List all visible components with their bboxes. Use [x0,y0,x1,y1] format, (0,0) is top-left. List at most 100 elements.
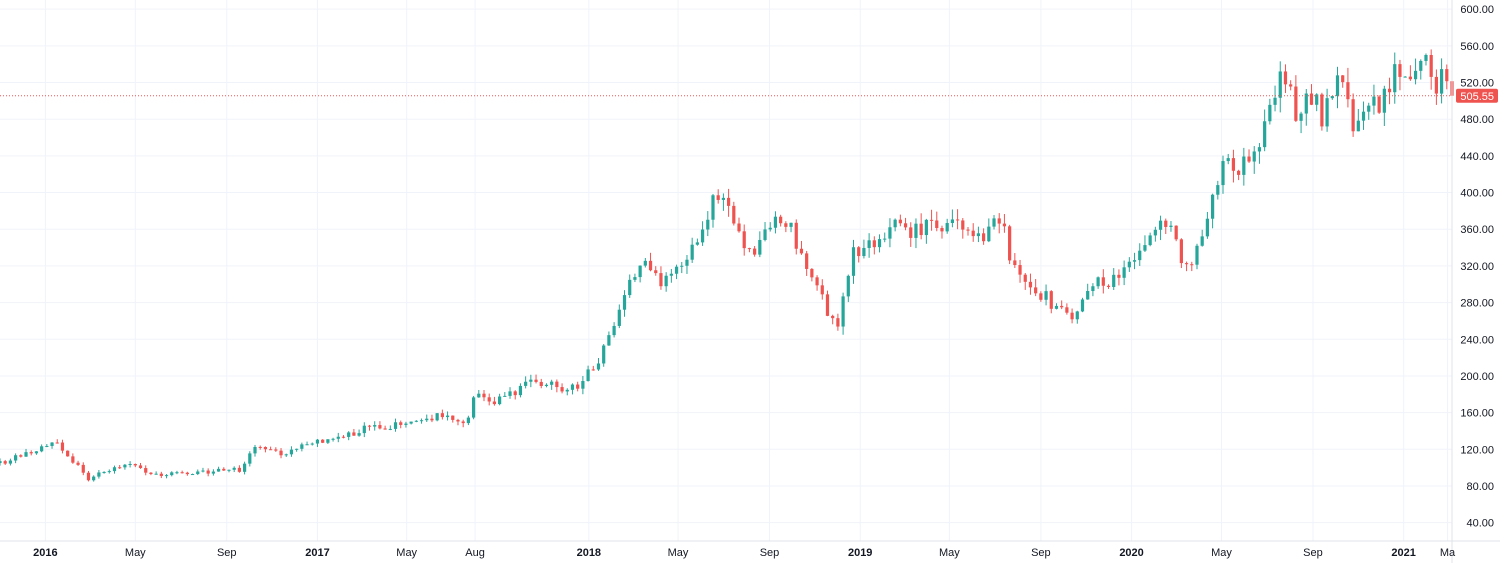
candle-body [825,294,830,316]
candle-body [347,432,351,437]
candle-body [326,439,330,443]
candle-body [1049,291,1053,309]
candle-body [950,219,954,224]
candle-body [794,222,798,249]
candle-body [747,248,752,250]
candle-body [1101,277,1105,286]
x-tick-label: 2017 [305,547,329,559]
candle-body [1096,277,1100,287]
x-tick-label: Aug [465,547,485,559]
candle-body [430,418,434,421]
candle-body [414,420,418,422]
candle-body [1195,245,1199,265]
candle-body [872,240,876,248]
candle-body [1263,121,1267,148]
x-tick-label: 2021 [1391,547,1415,559]
candle-body [279,450,283,456]
candle-body [555,381,559,388]
candle-body [1356,120,1360,132]
candle-body [513,391,517,396]
candle-body [310,443,314,445]
candle-body [242,463,247,472]
candle-body [862,247,866,257]
candle-body [1252,151,1256,162]
candle-body [544,384,549,386]
candle-body [258,446,262,448]
candle-body [1268,104,1272,122]
candle-body [929,219,934,221]
candle-body [383,428,387,430]
candle-body [331,438,335,440]
candle-body [726,197,731,206]
candle-body [1367,105,1371,112]
last-price-label: 505.55 [1460,91,1494,103]
candle-body [399,422,403,425]
candle-body [909,227,913,238]
candle-body [201,470,205,472]
x-tick-label: Sep [1031,547,1051,559]
candle-body [820,285,824,295]
candle-body [1294,86,1298,121]
candle-body [940,228,944,232]
candle-body [71,456,75,463]
candle-body [1216,185,1220,195]
y-tick-label: 160.00 [1460,408,1494,420]
candle-body [924,219,928,236]
candle-body [1382,88,1386,113]
candle-body [435,413,439,421]
candle-body [1002,223,1007,227]
candle-body [799,248,804,254]
x-tick-label: May [396,547,417,559]
candle-body [685,259,689,266]
candle-body [487,397,491,402]
candle-body [50,442,54,446]
candle-body [1179,239,1183,264]
candle-body [24,452,28,457]
candle-body [1330,96,1334,99]
candle-body [466,417,470,424]
x-tick-label: 2019 [848,547,872,559]
candle-body [1158,220,1163,230]
price-axis[interactable]: 40.00 80.00 120.00 160.00 200.00 240.00 280.00… [1460,4,1494,529]
candle-body [550,381,554,385]
candle-body [357,433,361,436]
candle-body [8,460,13,464]
candle-body [997,218,1001,224]
candle-body [742,231,746,249]
candle-body [622,295,627,310]
candle-body [1429,55,1433,77]
candle-body [1439,69,1444,94]
candle-body [149,472,153,474]
x-tick-label: Sep [760,547,780,559]
candle-body [274,449,278,451]
candle-body [768,227,772,230]
time-axis[interactable]: 2016 May Sep 2017 May Aug 2018 May Sep 2019 May Sep… [33,547,1456,559]
candle-body [883,238,887,240]
candle-body [758,239,762,255]
candle-body [810,268,814,278]
x-tick-label: 2018 [577,547,601,559]
candle-body [529,379,533,382]
candle-body [133,464,137,466]
candle-body [60,442,65,451]
candle-body [378,425,382,429]
y-tick-label: 280.00 [1460,298,1494,310]
candle-body [690,244,694,260]
candle-body [1393,64,1397,93]
candle-body [248,453,252,464]
candle-body [784,223,788,227]
candle-body [154,473,158,475]
candle-body [773,216,778,228]
candle-body [508,391,512,396]
candle-body [123,464,127,468]
candle-body [1335,75,1340,97]
candle-body [596,363,601,370]
candle-body [1413,70,1418,80]
candle-body [633,277,637,280]
candle-body [300,444,304,449]
candle-body [456,419,460,422]
candle-body [86,472,91,481]
candle-body [565,389,569,392]
